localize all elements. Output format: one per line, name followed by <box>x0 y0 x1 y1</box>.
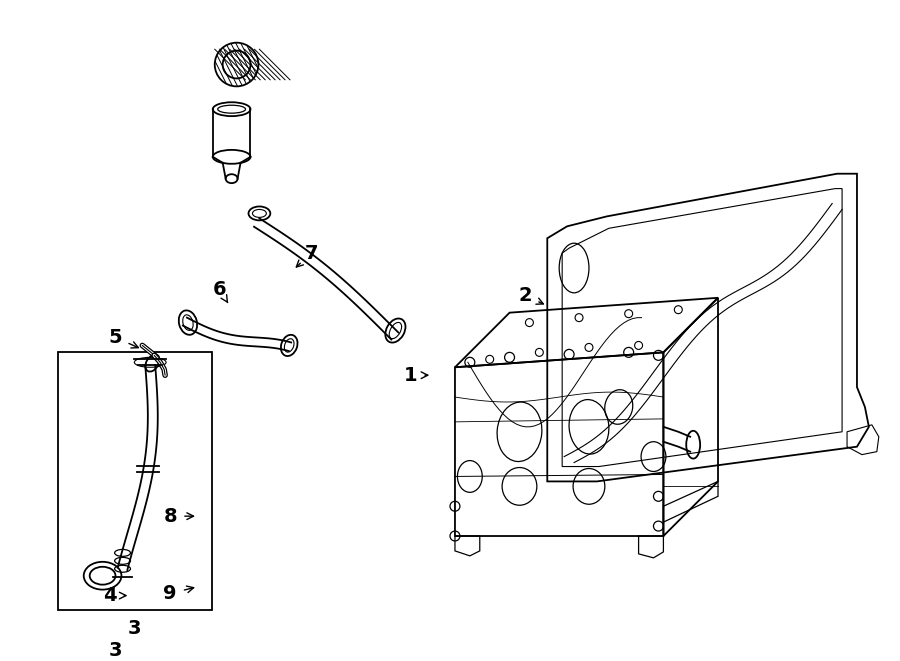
Text: 3: 3 <box>109 641 122 660</box>
Text: 6: 6 <box>213 280 227 299</box>
Bar <box>58 352 211 611</box>
Text: 5: 5 <box>109 328 122 347</box>
Text: 7: 7 <box>304 244 318 262</box>
Text: 1: 1 <box>403 366 417 385</box>
Text: 8: 8 <box>163 507 177 525</box>
Text: 3: 3 <box>128 619 141 638</box>
Text: 9: 9 <box>163 584 176 603</box>
Text: 4: 4 <box>103 586 116 605</box>
Text: 2: 2 <box>518 286 532 305</box>
